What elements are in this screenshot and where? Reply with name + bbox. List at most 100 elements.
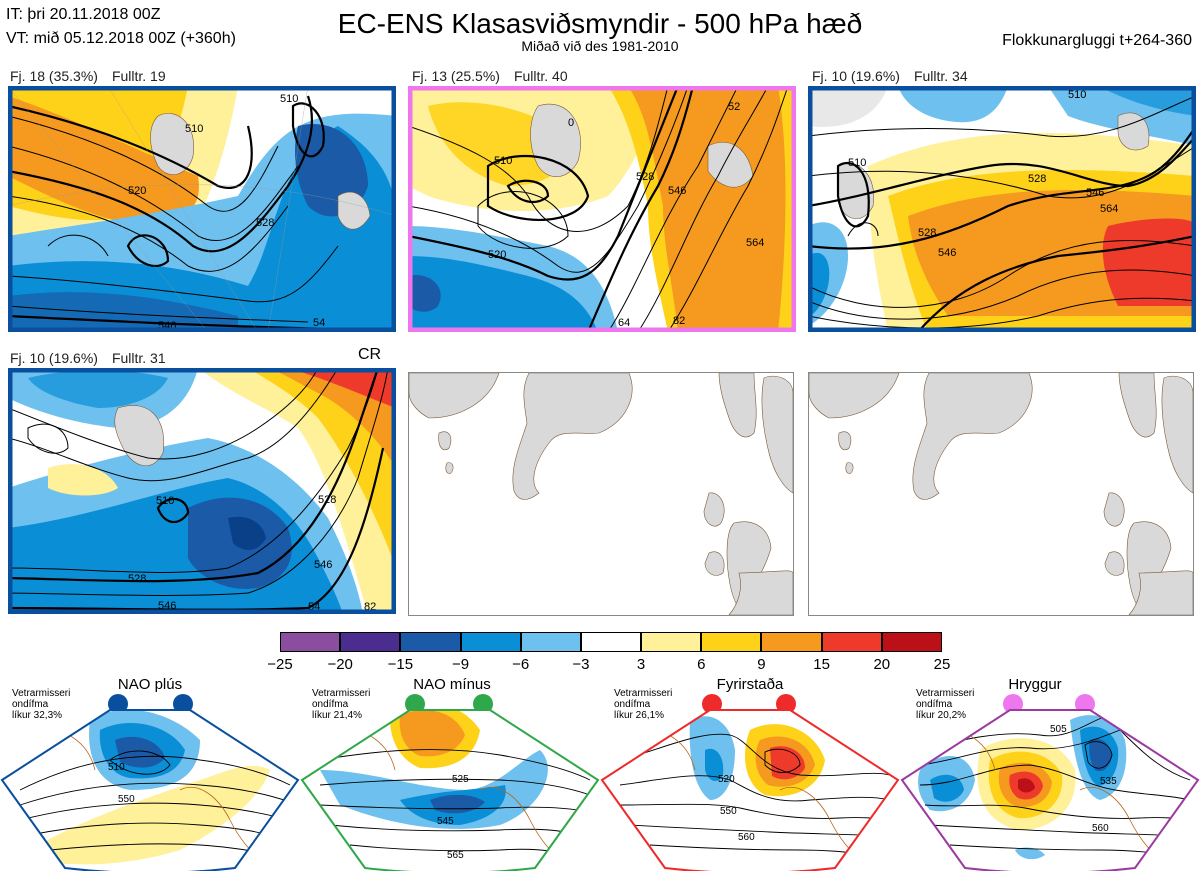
cluster-3-label: Fj. 10 (19.6%) Fulltr. 34	[812, 68, 982, 84]
contour-label: 565	[447, 850, 464, 861]
colorbar-tick-label: 6	[697, 656, 706, 673]
regime-1-stat-line: líkur 32,3%	[12, 710, 63, 721]
contour-label: 510	[494, 155, 512, 167]
colorbar-swatch	[400, 632, 461, 652]
regime-1-map: 510 550	[0, 690, 300, 871]
regime-1-stat: Vetrarmisseri ondífma líkur 32,3%	[12, 688, 70, 721]
colorbar-tick-label: −9	[451, 656, 470, 673]
cluster-1-label: Fj. 18 (35.3%) Fulltr. 19	[10, 68, 180, 84]
colorbar-tick-label: 15	[813, 656, 830, 673]
regime-2-map: 525 545 565	[300, 690, 600, 871]
page-subtitle: Miðað við des 1981-2010	[521, 38, 679, 54]
regime-1-stat-line: Vetrarmisseri	[12, 688, 71, 699]
colorbar-swatch	[520, 632, 581, 652]
cluster-3-map: 510 510 528 546 564 546 528	[808, 86, 1196, 332]
regime-3-title: Fyrirstaða	[716, 676, 784, 693]
colorbar-swatch	[881, 632, 942, 652]
contour-label: 546	[668, 185, 686, 197]
colorbar-swatch	[761, 632, 822, 652]
contour-label: 564	[1100, 203, 1118, 215]
contour-label: 520	[128, 185, 146, 197]
cluster-2-count: Fj. 13 (25.5%)	[412, 68, 500, 84]
contour-label: 510	[185, 123, 203, 135]
regime-3-map: 520 550 560	[600, 690, 900, 871]
regime-1-border	[0, 709, 300, 871]
colorbar-swatch	[280, 632, 341, 652]
colorbar-swatch	[701, 632, 762, 652]
cluster-2-map: 510 520 528 546 564 64 82 0 52	[408, 86, 796, 332]
colorbar-swatch	[821, 632, 882, 652]
contour-label: 528	[256, 217, 274, 229]
contour-label: 546	[314, 559, 332, 571]
contour-label: 535	[1100, 776, 1117, 787]
page-title: EC-ENS Klasasviðsmyndir - 500 hPa hæð	[337, 8, 863, 39]
colorbar-swatch	[460, 632, 521, 652]
contour-label: 54	[313, 317, 325, 329]
valid-time: VT: mið 05.12.2018 00Z (+360h)	[6, 30, 236, 47]
colorbar-swatch	[641, 632, 702, 652]
cr-label: CR	[358, 346, 382, 363]
regime-3-stat-line: ondífma	[614, 699, 651, 710]
contour-label: 505	[1050, 724, 1067, 735]
contour-label: 550	[720, 806, 737, 817]
contour-label: 528	[636, 171, 654, 183]
colorbar-tick-label: 25	[933, 656, 951, 673]
colorbar-swatch	[340, 632, 401, 652]
contour-label: 52	[728, 101, 740, 113]
contour-label: 510	[156, 495, 174, 507]
contour-label: 550	[118, 794, 135, 805]
regime-3-stat-line: Vetrarmisseri	[614, 688, 673, 699]
cluster-1-count: Fj. 18 (35.3%)	[10, 68, 98, 84]
colorbar-tick-label: −15	[387, 656, 414, 673]
regime-4-title: Hryggur	[1008, 676, 1062, 693]
empty-map-1	[408, 372, 794, 616]
regime-3-stat-line: líkur 26,1%	[614, 710, 665, 721]
contour-label: 546	[1086, 187, 1104, 199]
cluster-4-count: Fj. 10 (19.6%)	[10, 350, 98, 366]
colorbar-tick-label: 3	[636, 656, 646, 673]
colorbar-tick-label: 20	[873, 656, 891, 673]
regime-1-title: NAO plús	[117, 676, 183, 693]
colorbar-swatch	[580, 632, 642, 652]
contour-label: 510	[848, 157, 866, 169]
regime-4-stat-line: líkur 20,2%	[916, 710, 967, 721]
contour-label: 510	[108, 762, 125, 773]
contour-label: 528	[318, 494, 336, 506]
colorbar-tick-label: −25	[267, 656, 293, 673]
cluster-4-rep: Fulltr. 31	[111, 350, 166, 366]
regime-1-stat-line: ondífma	[12, 699, 49, 710]
cluster-4-map: 510 528 546 528 546 54 82	[8, 368, 396, 614]
regime-4-stat-line: Vetrarmisseri	[916, 688, 975, 699]
cluster-window: Flokkunargluggi t+264-360	[1002, 32, 1192, 49]
regime-2-border	[300, 709, 600, 871]
colorbar-tick-label: −20	[327, 656, 353, 673]
cluster-2-border	[408, 86, 796, 332]
cluster-1-rep: Fulltr. 19	[111, 68, 166, 84]
cluster-4-label: Fj. 10 (19.6%) Fulltr. 31	[10, 350, 180, 366]
cluster-2-rep: Fulltr. 40	[513, 68, 568, 84]
regime-2-stat-line: líkur 21,4%	[312, 710, 363, 721]
cluster-3-border	[808, 86, 1196, 332]
contour-label: 510	[280, 93, 298, 105]
init-time: IT: þri 20.11.2018 00Z	[6, 6, 161, 23]
regime-3-border	[600, 709, 900, 871]
contour-label: 546	[158, 600, 176, 612]
contour-label: 0	[568, 117, 574, 129]
contour-label: 82	[673, 315, 685, 327]
contour-label: 564	[746, 237, 764, 249]
regime-4-stat: Vetrarmisseri ondífma líkur 20,2%	[916, 688, 974, 721]
cluster-1-border	[8, 86, 396, 332]
cluster-4-border	[8, 368, 396, 614]
contour-label: 528	[128, 573, 146, 585]
regime-2-stat-line: ondífma	[312, 699, 349, 710]
regime-2-stat-line: Vetrarmisseri	[312, 688, 371, 699]
contour-label: 528	[918, 227, 936, 239]
empty-map-2	[808, 372, 1194, 616]
colorbar-tick-label: −6	[512, 656, 530, 673]
regime-4-map: 505 535 560	[900, 690, 1200, 871]
contour-label: 560	[1092, 823, 1109, 834]
contour-label: 560	[738, 832, 755, 843]
contour-label: 520	[488, 249, 506, 261]
colorbar-tick-label: 9	[757, 656, 766, 673]
regime-4-stat-line: ondífma	[916, 699, 953, 710]
